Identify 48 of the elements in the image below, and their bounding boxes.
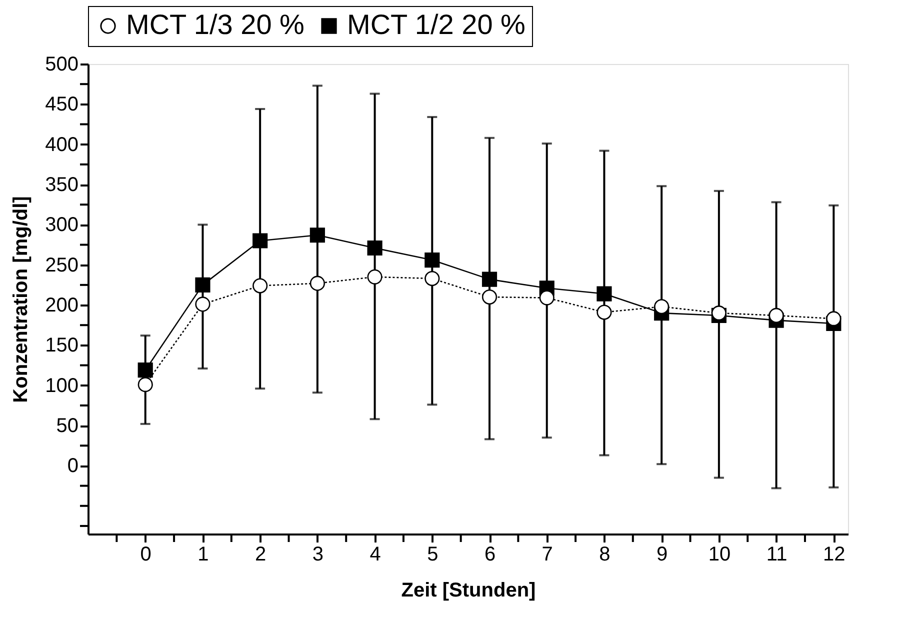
y-tick-label: 100 <box>45 374 78 397</box>
point <box>654 299 670 314</box>
point <box>195 296 210 312</box>
x-tick-label: 6 <box>484 544 496 566</box>
point <box>138 377 153 392</box>
y-tick-label: 50 <box>56 415 78 438</box>
y-tick-label: 150 <box>45 334 78 357</box>
legend-label: MCT 1/3 20 % <box>126 9 304 40</box>
y-tick-label: 250 <box>45 254 78 276</box>
x-tick-label: 10 <box>708 544 731 566</box>
x-tick-label: 3 <box>312 544 324 566</box>
y-tick-label: 0 <box>67 455 78 478</box>
point <box>367 240 382 256</box>
x-axis-title: Zeit [Stunden] <box>401 580 536 602</box>
point <box>138 362 153 378</box>
x-tick-label: 2 <box>255 544 266 566</box>
y-tick-label: 500 <box>45 54 78 76</box>
point <box>482 272 498 287</box>
point <box>367 269 382 284</box>
point <box>195 277 210 292</box>
point <box>539 290 554 306</box>
point <box>768 308 784 323</box>
y-tick-label: 300 <box>45 214 78 236</box>
point <box>310 276 325 291</box>
point <box>596 304 612 320</box>
x-tick-label: 1 <box>198 544 209 566</box>
x-tick-label: 4 <box>370 544 381 566</box>
x-tick-label: 11 <box>766 544 788 566</box>
y-tick-label: 450 <box>45 94 78 116</box>
x-tick-label: 7 <box>542 544 553 566</box>
point <box>826 311 842 326</box>
point <box>424 252 440 268</box>
point <box>596 286 612 302</box>
point <box>424 270 440 286</box>
legend-label: MCT 1/2 20 % <box>347 9 526 40</box>
point <box>482 289 498 305</box>
point <box>252 233 268 248</box>
x-tick-label: 5 <box>427 544 438 566</box>
y-axis-title: Konzentration [mg/dl] <box>10 196 32 403</box>
y-tick-label: 400 <box>45 134 78 156</box>
y-tick-label: 200 <box>45 294 78 317</box>
point <box>310 228 325 243</box>
x-tick-label: 9 <box>656 544 668 566</box>
x-tick-label: 0 <box>140 544 152 566</box>
point <box>252 278 268 294</box>
y-tick-label: 350 <box>45 174 78 196</box>
x-tick-label: 12 <box>823 544 846 566</box>
x-tick-label: 8 <box>599 544 610 566</box>
